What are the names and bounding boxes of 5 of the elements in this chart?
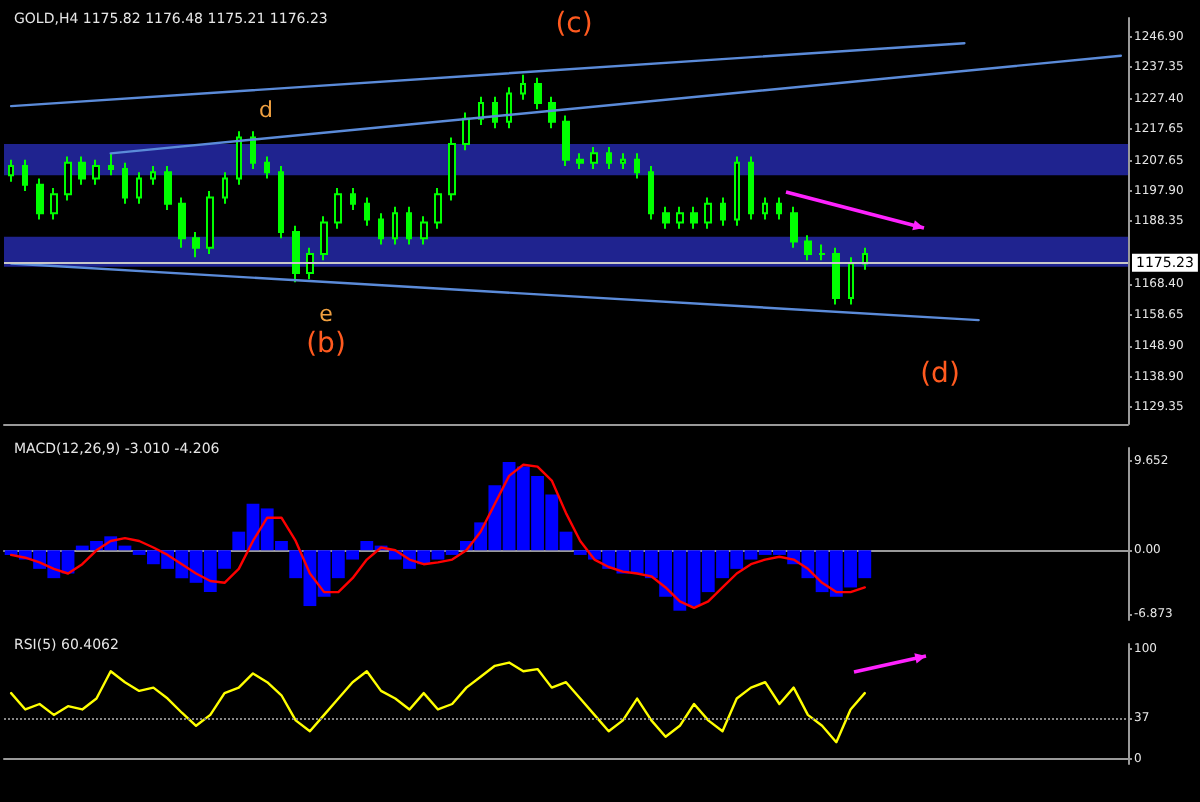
- annotation: (b): [306, 328, 346, 360]
- annotation: (d): [920, 358, 960, 390]
- annotation: e: [319, 301, 334, 327]
- annotation: (c): [555, 8, 593, 40]
- annotation: d: [259, 97, 273, 123]
